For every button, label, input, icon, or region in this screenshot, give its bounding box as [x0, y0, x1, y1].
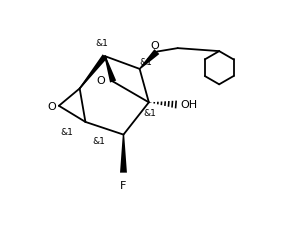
Text: O: O	[48, 101, 57, 111]
Text: F: F	[120, 180, 127, 190]
Text: O: O	[96, 75, 105, 85]
Polygon shape	[104, 57, 116, 83]
Polygon shape	[139, 50, 159, 70]
Text: &1: &1	[144, 109, 156, 118]
Text: O: O	[150, 40, 159, 50]
Polygon shape	[79, 55, 107, 90]
Text: &1: &1	[93, 137, 106, 146]
Text: &1: &1	[60, 127, 73, 136]
Text: &1: &1	[139, 58, 152, 67]
Text: OH: OH	[180, 100, 197, 110]
Polygon shape	[120, 135, 127, 173]
Text: &1: &1	[95, 39, 108, 48]
